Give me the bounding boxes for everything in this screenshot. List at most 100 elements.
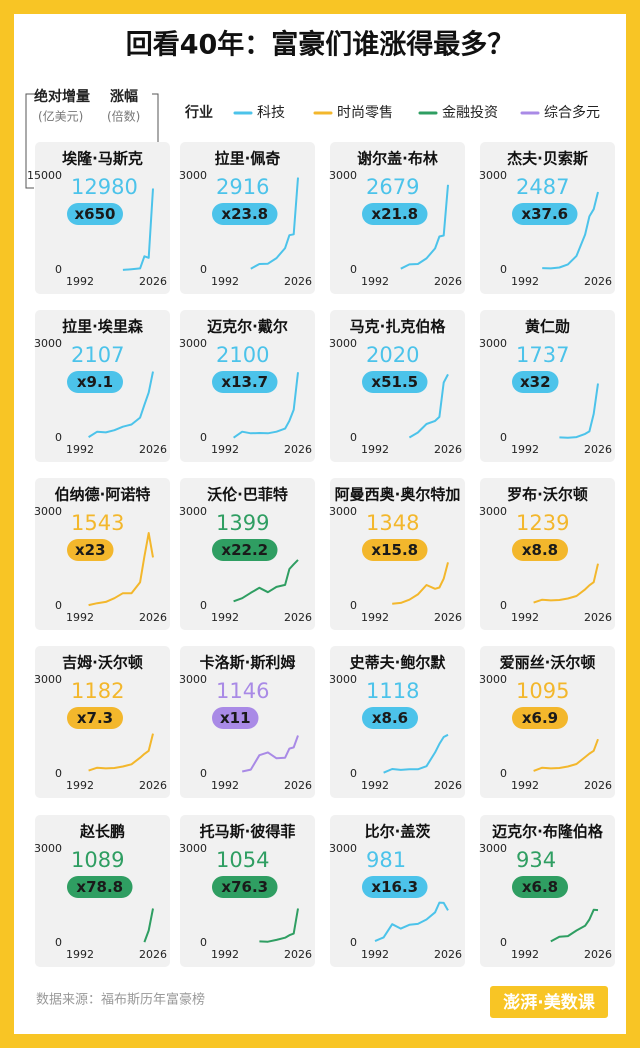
y-tick-label: 0	[500, 599, 507, 612]
panel: 0 3000 1992 2026 赵长鹏 1089 x78.8	[34, 815, 170, 967]
y-tick-label: 3000	[479, 842, 507, 855]
multiplier-label: x32	[520, 373, 551, 391]
panel: 0 3000 1992 2026 马克·扎克伯格 2020 x51.5	[329, 310, 465, 462]
y-tick-label: 0	[350, 599, 357, 612]
y-tick-label: 0	[500, 767, 507, 780]
y-tick-label: 3000	[479, 337, 507, 350]
x-tick-label: 2026	[584, 948, 612, 961]
page-title: 回看40年：富豪们谁涨得最多？	[126, 29, 515, 61]
y-tick-label: 0	[55, 599, 62, 612]
y-tick-label: 0	[55, 767, 62, 780]
line	[533, 738, 599, 772]
legend-label: 综合多元	[544, 104, 600, 121]
legend-label: 金融投资	[442, 105, 498, 121]
y-tick-label: 3000	[179, 169, 207, 182]
line	[374, 901, 449, 943]
line	[408, 373, 449, 439]
line	[233, 372, 299, 439]
y-tick-label: 0	[500, 431, 507, 444]
panel: 0 3000 1992 2026 托马斯·彼得菲 1054 x76.3	[179, 815, 315, 967]
multiplier-label: x9.1	[77, 373, 113, 391]
y-tick-label: 15000	[27, 169, 62, 182]
line	[400, 184, 449, 270]
y-tick-label: 0	[200, 431, 207, 444]
panel: 0 3000 1992 2026 罗布·沃尔顿 1239 x8.8	[479, 478, 615, 630]
x-tick-label: 2026	[139, 948, 167, 961]
multiplier-label: x21.8	[371, 205, 418, 223]
value-label: 1089	[71, 848, 124, 872]
y-tick-label: 3000	[179, 842, 207, 855]
y-tick-label: 3000	[329, 337, 357, 350]
x-tick-label: 2026	[139, 611, 167, 624]
panel-title: 迈克尔·布隆伯格	[492, 823, 604, 841]
y-tick-label: 0	[200, 767, 207, 780]
panel-title: 爱丽丝·沃尔顿	[500, 654, 596, 672]
x-tick-label: 2026	[584, 275, 612, 288]
multiplier-label: x650	[75, 205, 116, 223]
panel: 0 3000 1992 2026 杰夫·贝索斯 2487 x37.6	[479, 142, 615, 294]
value-label: 1095	[516, 679, 569, 703]
multiplier-badge	[212, 876, 278, 898]
y-tick-label: 0	[200, 599, 207, 612]
panel: 0 3000 1992 2026 迈克尔·戴尔 2100 x13.7	[179, 310, 315, 462]
x-tick-label: 1992	[361, 443, 389, 456]
panel-title: 托马斯·彼得菲	[200, 823, 296, 841]
panel-title: 马克·扎克伯格	[350, 318, 447, 336]
value-label: 1737	[516, 343, 569, 367]
panel-title: 谢尔盖·布林	[357, 150, 439, 168]
x-tick-label: 2026	[434, 275, 462, 288]
legend-label: 时尚零售	[337, 105, 393, 121]
multiplier-badge	[512, 707, 568, 729]
multiplier-label: x37.6	[521, 205, 568, 223]
multiplier-badge	[512, 203, 578, 225]
multiplier-badge	[362, 203, 428, 225]
value-label: 1118	[366, 679, 419, 703]
value-label: 12980	[71, 175, 138, 199]
y-tick-label: 3000	[34, 673, 62, 686]
multiplier-label: x23.8	[221, 205, 268, 223]
panel-title: 伯纳德·阿诺特	[55, 486, 151, 504]
multiplier-label: x8.8	[522, 541, 558, 559]
x-tick-label: 1992	[211, 948, 239, 961]
multiplier-label: x7.3	[77, 709, 113, 727]
multiplier-badge	[512, 371, 559, 393]
x-tick-label: 1992	[361, 948, 389, 961]
panel: 0 3000 1992 2026 比尔·盖茨 981 x16.3	[329, 815, 465, 967]
x-tick-label: 2026	[434, 948, 462, 961]
panel: 0 3000 1992 2026 爱丽丝·沃尔顿 1095 x6.9	[479, 646, 615, 798]
multiplier-badge	[212, 707, 259, 729]
panel: 0 3000 1992 2026 卡洛斯·斯利姆 1146 x11	[179, 646, 315, 798]
source: 数据来源：福布斯历年富豪榜	[36, 992, 205, 1008]
panel-title: 黄仁勋	[525, 318, 570, 336]
panel: 0 3000 1992 2026 谢尔盖·布林 2679 x21.8	[329, 142, 465, 294]
x-tick-label: 2026	[584, 779, 612, 792]
panel: 0 3000 1992 2026 拉里·佩奇 2916 x23.8	[179, 142, 315, 294]
panel-title: 阿曼西奥·奥尔特加	[335, 486, 461, 504]
y-tick-label: 0	[200, 936, 207, 949]
multiplier-badge	[362, 876, 428, 898]
logo-box	[490, 986, 608, 1018]
y-tick-label: 0	[350, 431, 357, 444]
x-tick-label: 1992	[66, 611, 94, 624]
multiplier-label: x51.5	[371, 373, 418, 391]
multiplier-badge	[67, 539, 114, 561]
y-tick-label: 0	[55, 936, 62, 949]
x-tick-label: 1992	[66, 779, 94, 792]
x-tick-label: 1992	[66, 443, 94, 456]
y-tick-label: 0	[500, 936, 507, 949]
x-tick-label: 1992	[211, 275, 239, 288]
value-label: 1146	[216, 679, 269, 703]
line	[250, 177, 299, 270]
y-tick-label: 0	[55, 431, 62, 444]
multiplier-badge	[212, 203, 278, 225]
multiplier-badge	[512, 539, 568, 561]
y-tick-label: 3000	[34, 337, 62, 350]
y-tick-label: 3000	[479, 169, 507, 182]
line	[241, 735, 299, 773]
x-tick-label: 1992	[211, 443, 239, 456]
x-tick-label: 1992	[211, 611, 239, 624]
value-label: 1054	[216, 848, 269, 872]
panel: 0 3000 1992 2026 迈克尔·布隆伯格 934 x6.8	[479, 815, 615, 967]
value-label: 1239	[516, 511, 569, 535]
